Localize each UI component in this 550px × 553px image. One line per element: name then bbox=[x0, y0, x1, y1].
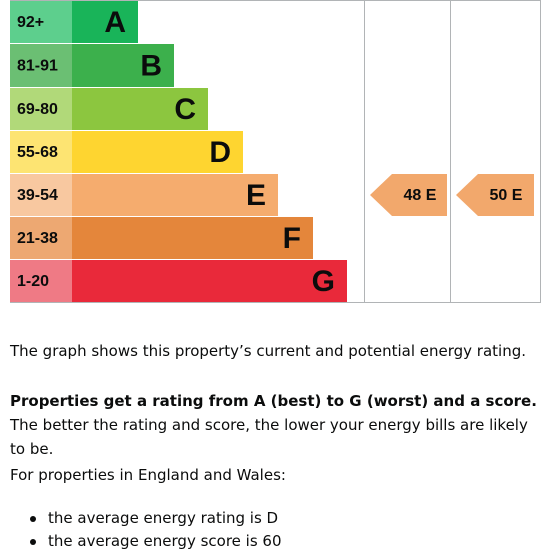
band-label-bg bbox=[10, 131, 72, 173]
band-letter: F bbox=[283, 222, 301, 255]
band-bar bbox=[72, 1, 138, 43]
bullet-item: the average energy score is 60 bbox=[10, 530, 540, 553]
band-label-bg bbox=[10, 260, 72, 302]
band-bar bbox=[72, 131, 243, 173]
band-label-bg bbox=[10, 217, 72, 259]
band-bar bbox=[72, 88, 208, 130]
potential-arrow bbox=[456, 174, 534, 216]
band-letter: D bbox=[209, 136, 231, 169]
band-range: 21-38 bbox=[17, 230, 58, 247]
band-label-bg bbox=[10, 44, 72, 87]
band-letter: B bbox=[140, 49, 162, 82]
band-range: 1-20 bbox=[17, 273, 49, 290]
band-letter: A bbox=[104, 6, 126, 39]
bullet-item: the average energy rating is D bbox=[10, 507, 540, 530]
band-range: 55-68 bbox=[17, 144, 58, 161]
bold-text: Properties get a rating from A (best) to… bbox=[10, 392, 537, 410]
band-label-bg bbox=[10, 174, 72, 216]
graph-frame bbox=[10, 0, 541, 303]
band-letter: C bbox=[174, 93, 196, 126]
band-bar bbox=[72, 44, 174, 87]
band-label-bg bbox=[10, 88, 72, 130]
current-rating: 48 E bbox=[404, 187, 437, 204]
paragraph: The graph shows this property’s current … bbox=[10, 342, 526, 360]
potential-rating: 50 E bbox=[490, 187, 523, 204]
band-bar bbox=[72, 217, 313, 259]
band-letter: G bbox=[312, 265, 335, 298]
current-arrow bbox=[370, 174, 447, 216]
rating-graph: 92+ A81-91 B69-80 C55-68 D39-54 E21-38 F1-20 G … bbox=[10, 0, 541, 303]
band-letter: E bbox=[246, 179, 266, 212]
paragraph: Properties get a rating from A (best) to… bbox=[10, 389, 540, 461]
paragraph: For properties in England and Wales: bbox=[10, 466, 286, 484]
band-bar bbox=[72, 174, 278, 216]
band-bar bbox=[72, 260, 347, 302]
band-range: 69-80 bbox=[17, 101, 58, 118]
band-range: 81-91 bbox=[17, 58, 58, 75]
text: The better the rating and score, the low… bbox=[10, 416, 528, 458]
band-range: 92+ bbox=[17, 14, 44, 31]
band-label-bg bbox=[10, 1, 72, 43]
band-range: 39-54 bbox=[17, 187, 58, 204]
